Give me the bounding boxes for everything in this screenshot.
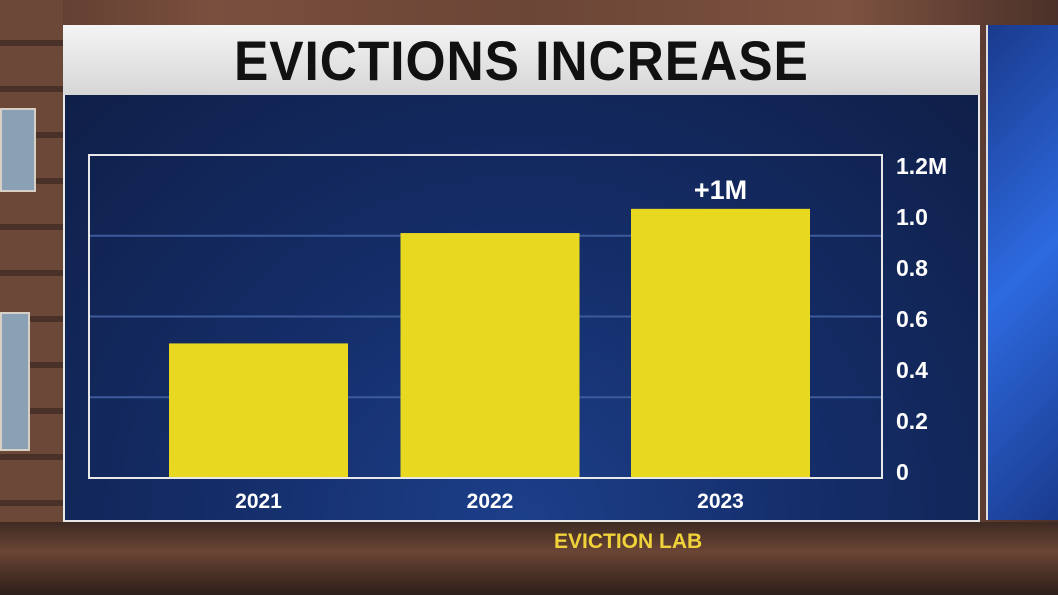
background-window [0, 312, 30, 451]
bar-2022 [400, 233, 580, 478]
background-storefronts [0, 522, 1058, 595]
bar-annotation: +1M [694, 175, 747, 205]
x-tick-label: 2023 [697, 490, 744, 513]
bar-2021 [169, 343, 348, 478]
source-label: EVICTION LAB [554, 530, 703, 553]
background-building-left [0, 0, 63, 595]
x-tick-label: 2021 [235, 490, 282, 513]
y-tick-label: 0 [896, 459, 909, 485]
chart-title: EVICTIONS INCREASE [234, 28, 809, 92]
y-tick-label: 0.6 [896, 306, 928, 332]
side-graphic-panel [986, 25, 1058, 520]
y-tick-label: 0.8 [896, 255, 928, 281]
bar-2023 [631, 208, 810, 479]
x-tick-label: 2022 [467, 490, 514, 513]
y-tick-label: 0.4 [896, 357, 928, 383]
plot-frame [88, 154, 883, 479]
background-window [0, 108, 36, 192]
y-tick-label: 1.0 [896, 204, 928, 230]
y-tick-label: 0.2 [896, 408, 928, 434]
title-banner: EVICTIONS INCREASE [63, 25, 980, 95]
y-tick-label: 1.2M [896, 153, 947, 179]
